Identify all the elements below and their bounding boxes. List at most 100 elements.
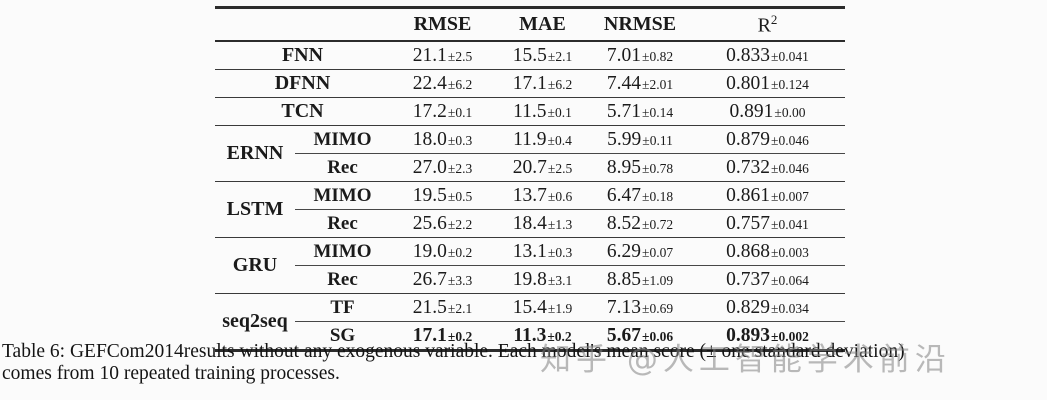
value: 11.3: [513, 324, 547, 346]
stderr: ±6.2: [547, 76, 573, 92]
model-group-label: ERNN: [215, 125, 295, 182]
stderr: ±0.124: [771, 76, 809, 92]
rmse-cell: 18.0±0.3: [390, 125, 495, 154]
value: 8.95: [606, 156, 642, 178]
table-row-lstm-rec: Rec 25.6±2.2 18.4±1.3 8.52±0.72 0.757±0.…: [215, 209, 845, 238]
variant-label: Rec: [295, 265, 390, 294]
r2-superscript: 2: [770, 11, 778, 27]
nrmse-cell: 8.95±0.78: [590, 153, 690, 182]
mae-cell: 11.9±0.4: [495, 125, 590, 154]
stderr: ±2.5: [547, 160, 573, 176]
nrmse-cell: 5.67±0.06: [590, 322, 690, 351]
value: 17.1: [412, 324, 447, 346]
corner-cell: [215, 7, 390, 42]
rmse-cell: 27.0±2.3: [390, 153, 495, 182]
variant-label: Rec: [295, 153, 390, 182]
stderr: ±0.041: [771, 216, 809, 232]
col-header-r2: R2: [690, 7, 845, 42]
value: 5.71: [606, 100, 642, 122]
stderr: ±0.2: [447, 244, 473, 260]
col-header-rmse: RMSE: [390, 7, 495, 42]
stderr: ±1.9: [547, 300, 573, 316]
value: 15.5: [512, 44, 547, 66]
stderr: ±2.5: [447, 48, 473, 64]
model-label: DFNN: [215, 69, 390, 98]
mae-cell: 13.7±0.6: [495, 181, 590, 210]
table-row-gru-rec: Rec 26.7±3.3 19.8±3.1 8.85±1.09 0.737±0.…: [215, 265, 845, 294]
variant-label: MIMO: [295, 237, 390, 266]
caption-line1: Table 6: GEFCom2014results without any e…: [2, 341, 905, 362]
value: 0.829: [726, 296, 771, 318]
value: 25.6: [412, 212, 447, 234]
value: 0.737: [726, 268, 771, 290]
value: 0.861: [726, 184, 771, 206]
value: 0.891: [729, 100, 774, 122]
variant-label: TF: [295, 293, 390, 322]
nrmse-cell: 7.13±0.69: [590, 293, 690, 322]
r2-label: R: [757, 14, 771, 37]
stderr: ±0.1: [447, 104, 473, 120]
stderr: ±0.3: [447, 132, 473, 148]
table-row-tcn: TCN 17.2±0.1 11.5±0.1 5.71±0.14 0.891±0.…: [215, 97, 845, 126]
stderr: ±1.09: [642, 272, 674, 288]
value: 20.7: [512, 156, 547, 178]
value: 17.2: [412, 100, 447, 122]
stderr: ±0.72: [642, 216, 674, 232]
variant-label: MIMO: [295, 181, 390, 210]
model-group-label: seq2seq: [222, 310, 288, 332]
r2-cell: 0.833±0.041: [690, 41, 845, 70]
stderr: ±0.1: [547, 104, 572, 120]
model-group-label: GRU: [215, 237, 295, 294]
rmse-cell: 22.4±6.2: [390, 69, 495, 98]
value: 0.893: [726, 324, 771, 346]
value: 5.67: [606, 324, 642, 346]
table-caption: Table 6: GEFCom2014results without any e…: [2, 341, 1045, 384]
nrmse-cell: 6.47±0.18: [590, 181, 690, 210]
r2-cell: 0.879±0.046: [690, 125, 845, 154]
stderr: ±0.064: [771, 272, 809, 288]
value: 22.4: [412, 72, 447, 94]
stderr: ±0.82: [642, 48, 674, 64]
mae-cell: 15.5±2.1: [495, 41, 590, 70]
results-table-container: RMSE MAE NRMSE R2 FNN 21.1±2.5 15.5±2.1 …: [215, 6, 845, 352]
stderr: ±0.18: [642, 188, 674, 204]
mae-cell: 17.1±6.2: [495, 69, 590, 98]
mae-cell: 11.3±0.2: [495, 322, 590, 351]
rmse-cell: 21.5±2.1: [390, 293, 495, 322]
rmse-cell: 19.0±0.2: [390, 237, 495, 266]
rmse-cell: 17.1±0.2: [390, 322, 495, 351]
value: 0.801: [726, 72, 771, 94]
stderr: ±0.002: [771, 328, 809, 344]
value: 18.4: [512, 212, 547, 234]
r2-cell: 0.829±0.034: [690, 293, 845, 322]
table-row-dfnn: DFNN 22.4±6.2 17.1±6.2 7.44±2.01 0.801±0…: [215, 69, 845, 98]
mae-cell: 20.7±2.5: [495, 153, 590, 182]
value: 6.47: [606, 184, 642, 206]
stderr: ±0.2: [447, 328, 473, 344]
rmse-cell: 26.7±3.3: [390, 265, 495, 294]
value: 21.5: [412, 296, 447, 318]
r2-cell: 0.737±0.064: [690, 265, 845, 294]
nrmse-cell: 7.01±0.82: [590, 41, 690, 70]
mae-cell: 11.5±0.1: [495, 97, 590, 126]
rmse-cell: 21.1±2.5: [390, 41, 495, 70]
stderr: ±0.2: [547, 328, 572, 344]
r2-cell: 0.757±0.041: [690, 209, 845, 238]
r2-cell: 0.861±0.007: [690, 181, 845, 210]
rmse-cell: 25.6±2.2: [390, 209, 495, 238]
col-header-nrmse: NRMSE: [590, 7, 690, 42]
variant-label: SG: [329, 324, 356, 346]
stderr: ±0.06: [642, 328, 674, 344]
value: 8.52: [606, 212, 642, 234]
r2-cell: 0.732±0.046: [690, 153, 845, 182]
value: 19.5: [412, 184, 447, 206]
nrmse-cell: 5.99±0.11: [590, 125, 690, 154]
value: 11.5: [513, 100, 547, 122]
nrmse-cell: 6.29±0.07: [590, 237, 690, 266]
table-row-seq2seq-sg: SG 17.1±0.2 11.3±0.2 5.67±0.06 0.893±0.0…: [215, 322, 845, 351]
model-group-label: LSTM: [215, 181, 295, 238]
value: 13.7: [512, 184, 547, 206]
stderr: ±0.5: [447, 188, 473, 204]
zhihu-watermark: 知乎 @人工智能学术前沿: [540, 342, 951, 378]
